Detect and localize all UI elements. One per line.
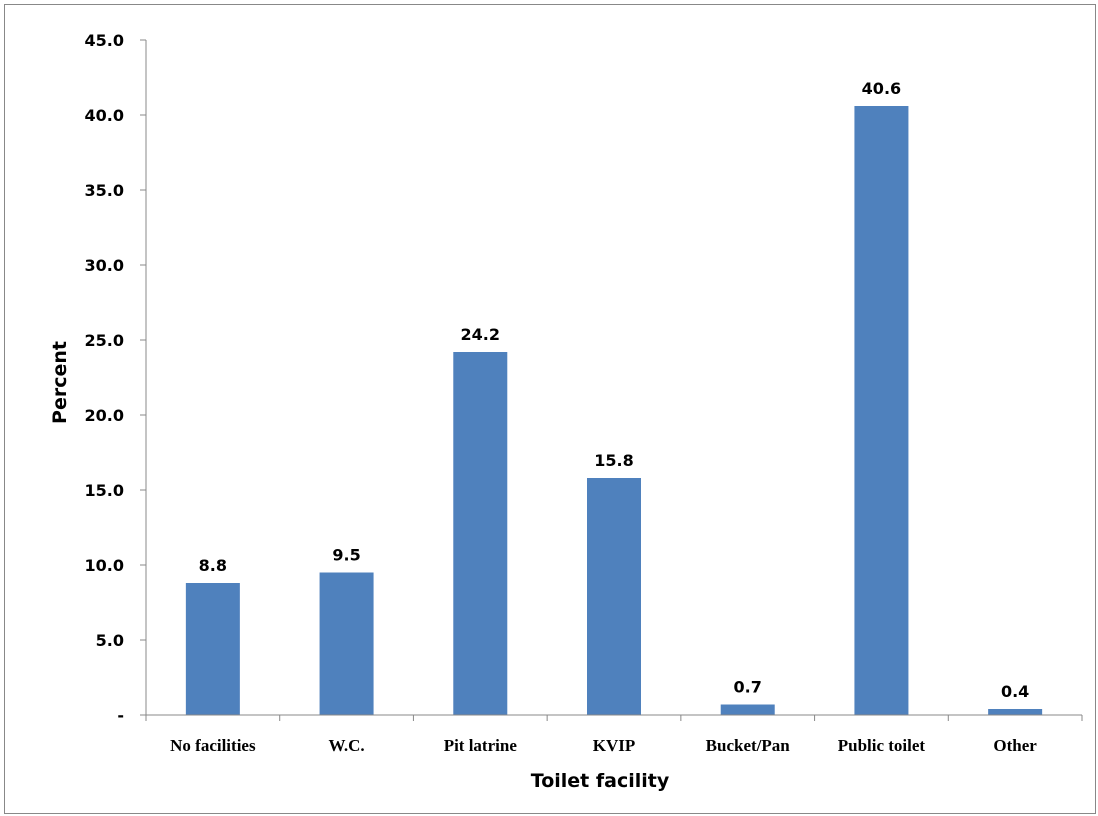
bars: 8.8 9.5 24.2 15.8 0.7 40.6 0.4: [185, 79, 1043, 715]
data-label: 0.4: [1001, 682, 1029, 701]
y-axis-title: Percent: [49, 341, 71, 424]
bar: [587, 478, 641, 715]
data-label: 24.2: [461, 325, 500, 344]
bar: [319, 572, 374, 715]
y-tick-label: 5.0: [96, 631, 124, 650]
y-tick-label: 30.0: [85, 256, 124, 275]
category-label: W.C.: [328, 736, 364, 755]
bar: [185, 583, 240, 715]
y-tick-label: 10.0: [85, 556, 124, 575]
data-label: 8.8: [199, 556, 227, 575]
y-tick-label: -: [117, 706, 124, 725]
y-tick-label: 20.0: [85, 406, 124, 425]
bar: [453, 352, 508, 715]
y-tick-label: 15.0: [85, 481, 124, 500]
data-label: 15.8: [594, 451, 633, 470]
category-label: Public toilet: [838, 736, 926, 755]
bar: [988, 709, 1043, 715]
y-axis-ticks: - 5.0 10.0 15.0 20.0 25.0 30.0 35.0 40.0 45.0: [85, 31, 146, 725]
category-label: Other: [993, 736, 1037, 755]
y-tick-label: 25.0: [85, 331, 124, 350]
category-label: Pit latrine: [444, 736, 518, 755]
bar: [720, 704, 775, 715]
data-label: 0.7: [734, 678, 762, 697]
data-label: 9.5: [332, 546, 360, 565]
y-tick-label: 40.0: [85, 106, 124, 125]
x-axis-ticks: No facilities W.C. Pit latrine KVIP Bucket/P…: [145, 715, 1083, 755]
data-label: 40.6: [862, 79, 901, 98]
category-label: No facilities: [170, 736, 256, 755]
x-axis-title: Toilet facility: [531, 770, 670, 792]
y-tick-label: 45.0: [85, 31, 124, 50]
bar: [854, 106, 909, 715]
category-label: KVIP: [593, 736, 636, 755]
y-tick-label: 35.0: [85, 181, 124, 200]
category-label: Bucket/Pan: [706, 736, 791, 755]
